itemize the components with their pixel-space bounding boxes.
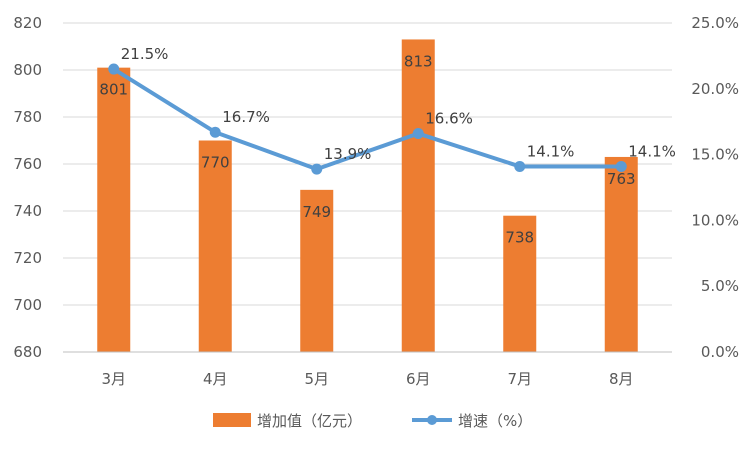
line-series: [108, 63, 627, 175]
bar-data-label: 813: [404, 52, 433, 70]
bar: [198, 140, 232, 352]
legend: 增加值（亿元） 增速（%）: [213, 412, 532, 430]
bar-data-label: 738: [505, 229, 534, 247]
legend-marker-line: [427, 415, 437, 425]
line-data-label: 21.5%: [121, 45, 169, 63]
legend-label-line: 增速（%）: [458, 412, 532, 430]
bar-data-label: 749: [302, 203, 331, 221]
line-point: [209, 126, 221, 138]
legend-swatch-bar: [213, 413, 251, 427]
y-left-tick-label: 740: [13, 202, 42, 220]
bar: [97, 67, 131, 353]
line-data-label: 13.9%: [324, 145, 372, 163]
line-point: [412, 128, 424, 140]
y-left-tick-label: 820: [13, 14, 42, 32]
bar: [604, 156, 638, 352]
bar-data-label: 801: [99, 81, 128, 99]
y-right-tick-label: 25.0%: [691, 14, 739, 32]
y-left-tick-label: 680: [13, 343, 42, 361]
line-point: [514, 160, 526, 172]
y-right-tick-label: 10.0%: [691, 211, 739, 229]
y-left-tick-label: 800: [13, 61, 42, 79]
x-tick-label: 5月: [304, 370, 329, 388]
y-left-tick-label: 760: [13, 155, 42, 173]
x-tick-label: 7月: [507, 370, 532, 388]
y-right-tick-label: 20.0%: [691, 80, 739, 98]
y-right-tick-label: 5.0%: [701, 277, 739, 295]
bar-series: [97, 39, 638, 353]
y-right-tick-label: 15.0%: [691, 146, 739, 164]
bar-data-label: 763: [607, 170, 636, 188]
y-left-tick-label: 780: [13, 108, 42, 126]
gridlines: [63, 22, 672, 353]
y-left-tick-label: 720: [13, 249, 42, 267]
x-tick-label: 6月: [406, 370, 431, 388]
line-data-label: 16.6%: [425, 110, 473, 128]
x-tick-label: 8月: [609, 370, 634, 388]
line-point: [615, 160, 627, 172]
series-line: [111, 67, 624, 172]
line-point: [108, 63, 120, 75]
bar-data-labels: 801 770 749 813 738 763: [99, 52, 635, 246]
line-data-label: 14.1%: [527, 142, 575, 160]
line-data-label: 16.7%: [222, 108, 270, 126]
line-data-label: 14.1%: [628, 142, 676, 160]
legend-label-bar: 增加值（亿元）: [257, 412, 362, 430]
x-tick-label: 4月: [203, 370, 228, 388]
axes: 680 700 720 740 760 780 800 820 0.0% 5.0% 10.0% 15.…: [13, 14, 739, 388]
x-tick-label: 3月: [101, 370, 126, 388]
bar: [300, 189, 334, 352]
bar: [401, 39, 435, 352]
line-data-labels: 21.5% 16.7% 13.9% 16.6% 14.1% 14.1%: [121, 45, 676, 163]
bar-data-label: 770: [201, 154, 230, 172]
line-point: [311, 163, 323, 175]
y-left-tick-label: 700: [13, 296, 42, 314]
bar: [503, 215, 537, 352]
y-right-tick-label: 0.0%: [701, 343, 739, 361]
